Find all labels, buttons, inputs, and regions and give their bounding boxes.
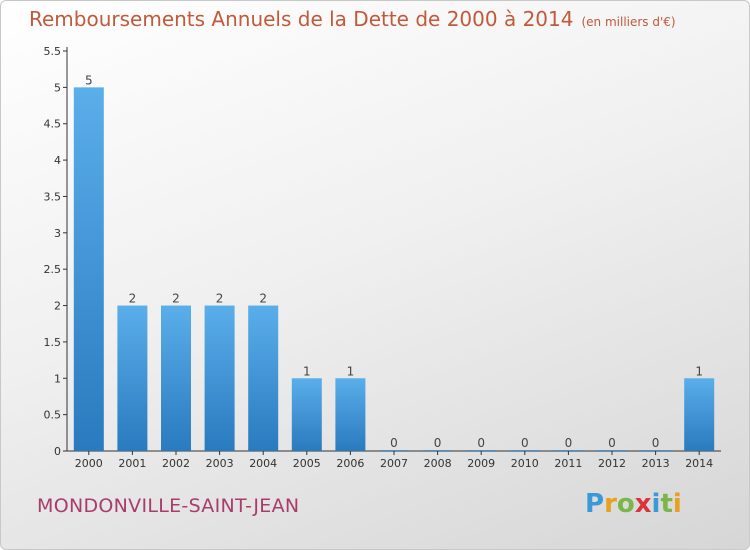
y-tick-label: 4.5 — [44, 118, 62, 131]
x-tick-label-2008: 2008 — [424, 457, 452, 470]
proxiti-logo: Proxiti — [585, 489, 682, 519]
x-tick-label-2004: 2004 — [249, 457, 277, 470]
x-tick-label-2014: 2014 — [685, 457, 713, 470]
y-tick-label: 3.5 — [44, 190, 62, 203]
bar-2014 — [684, 378, 715, 451]
data-label-2006: 1 — [347, 364, 355, 378]
y-tick-label: 1.5 — [44, 336, 62, 349]
y-tick-label: 4 — [54, 154, 61, 167]
data-label-2004: 2 — [259, 292, 267, 306]
data-label-2014: 1 — [695, 364, 703, 378]
x-tick-label-2011: 2011 — [554, 457, 582, 470]
bar-2012 — [597, 450, 627, 451]
bar-2007 — [379, 450, 409, 451]
x-tick-label-2012: 2012 — [598, 457, 626, 470]
chart-title: Remboursements Annuels de la Dette de 20… — [29, 7, 676, 31]
x-tick-label-2010: 2010 — [511, 457, 539, 470]
data-label-2011: 0 — [565, 436, 573, 450]
chart-title-text: Remboursements Annuels de la Dette de 20… — [29, 7, 574, 31]
city-name: MONDONVILLE-SAINT-JEAN — [37, 495, 300, 517]
chart-subtitle: (en milliers d'€) — [581, 15, 676, 29]
x-tick-label-2001: 2001 — [118, 457, 146, 470]
y-tick-label: 1 — [54, 372, 61, 385]
y-tick-label: 3 — [54, 227, 61, 240]
x-tick-label-2003: 2003 — [206, 457, 234, 470]
y-tick-label: 0 — [54, 445, 61, 458]
bar-2002 — [161, 305, 191, 451]
bar-2010 — [509, 450, 540, 451]
bar-2001 — [117, 305, 148, 451]
data-label-2010: 0 — [521, 436, 529, 450]
bar-2013 — [640, 450, 671, 451]
y-tick-label: 5.5 — [44, 45, 62, 58]
x-tick-label-2000: 2000 — [75, 457, 103, 470]
data-label-2001: 2 — [129, 292, 137, 306]
bar-2000 — [73, 87, 104, 451]
y-tick-label: 0.5 — [44, 409, 62, 422]
data-label-2005: 1 — [303, 364, 311, 378]
bar-2009 — [466, 450, 497, 451]
data-label-2002: 2 — [172, 292, 180, 306]
bar-2006 — [335, 378, 366, 451]
data-label-2008: 0 — [434, 436, 442, 450]
x-tick-label-2005: 2005 — [293, 457, 321, 470]
x-tick-label-2002: 2002 — [162, 457, 190, 470]
data-label-2007: 0 — [390, 436, 398, 450]
bar-2003 — [204, 305, 235, 451]
bar-2005 — [291, 378, 322, 451]
x-tick-label-2007: 2007 — [380, 457, 408, 470]
data-label-2009: 0 — [477, 436, 485, 450]
data-label-2000: 5 — [85, 73, 93, 87]
y-tick-label: 2.5 — [44, 263, 62, 276]
chart-bars: 5 2 2 2 2 1 1 0 0 0 0 0 0 0 1 — [73, 73, 715, 451]
y-tick-label: 2 — [54, 300, 61, 313]
data-label-2012: 0 — [608, 436, 616, 450]
bar-2008 — [422, 450, 453, 451]
bar-2011 — [553, 450, 584, 451]
y-tick-label: 5 — [54, 81, 61, 94]
bar-2004 — [248, 305, 279, 451]
x-tick-label-2009: 2009 — [467, 457, 495, 470]
data-label-2013: 0 — [652, 436, 660, 450]
data-label-2003: 2 — [216, 292, 224, 306]
x-tick-label-2013: 2013 — [642, 457, 670, 470]
x-tick-label-2006: 2006 — [336, 457, 364, 470]
